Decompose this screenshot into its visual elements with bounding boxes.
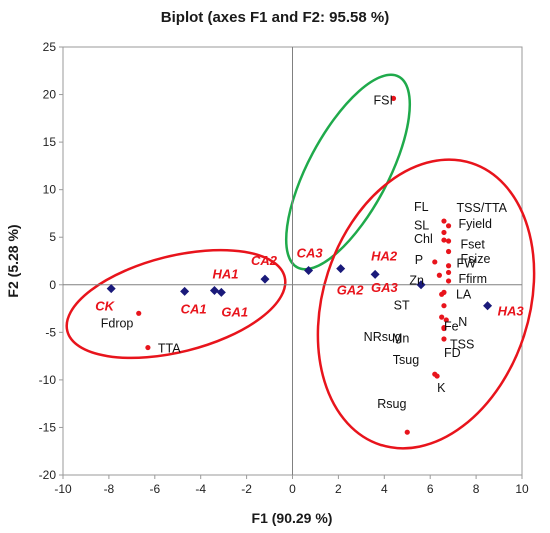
variable-point: [441, 325, 447, 332]
observation-label: GA2: [337, 283, 365, 298]
x-tick-label: -4: [195, 482, 206, 496]
observation-point: [336, 264, 346, 274]
observation-point: [483, 301, 493, 311]
variable-label: Tsug: [393, 353, 419, 367]
variable-label: FW: [457, 256, 477, 270]
y-tick-label: -10: [39, 373, 57, 387]
variable-point: [432, 259, 438, 265]
variable-point: [445, 223, 452, 229]
variable-label: Zn: [409, 273, 424, 287]
variable-point: [441, 336, 447, 342]
observation-point: [304, 266, 314, 276]
variable-label: FL: [414, 200, 429, 214]
variable-label: TSS: [450, 338, 474, 352]
y-tick-label: -5: [45, 325, 56, 339]
x-tick-label: 10: [515, 482, 529, 496]
variable-label: P: [415, 253, 423, 267]
variable-point: [436, 272, 442, 278]
x-tick-label: -10: [54, 482, 72, 496]
variable-point: [439, 314, 445, 320]
variable-label: Fsize: [461, 252, 491, 266]
observation-label: GA1: [221, 304, 248, 319]
x-tick-label: -8: [104, 482, 115, 496]
variable-point: [445, 278, 452, 284]
variable-label: Fyield: [459, 217, 492, 231]
group-ellipse: [316, 158, 536, 450]
variable-point: [136, 310, 142, 316]
variable-label: ST: [394, 298, 410, 312]
chart-title: Biplot (axes F1 and F2: 95.58 %): [161, 9, 389, 26]
y-tick-label: 5: [49, 230, 56, 244]
variable-label: LA: [456, 287, 472, 301]
variable-point: [441, 229, 447, 236]
variable-point: [390, 95, 397, 101]
variable-point: [445, 238, 452, 244]
variable-point: [441, 303, 447, 309]
y-tick-label: 0: [49, 278, 56, 292]
observation-label: HA2: [371, 248, 398, 263]
x-tick-label: 6: [427, 482, 434, 496]
variable-point: [445, 269, 452, 276]
variable-label: K: [437, 381, 446, 395]
y-tick-label: 10: [43, 183, 57, 197]
variable-point: [441, 218, 447, 224]
variable-label: FD: [444, 346, 461, 360]
variable-label: Fdrop: [101, 316, 134, 330]
y-tick-label: -15: [39, 420, 57, 434]
x-tick-label: -2: [241, 482, 252, 496]
variable-point: [441, 237, 447, 243]
variable-point: [439, 291, 445, 297]
variable-point: [434, 373, 440, 379]
observation-label: CA2: [251, 253, 278, 268]
variable-point: [443, 317, 449, 323]
observation-point: [370, 269, 380, 279]
observation-label: CA1: [181, 301, 207, 316]
variable-label: NRsug: [364, 330, 402, 344]
y-axis-title: F2 (5.28 %): [5, 224, 21, 297]
observation-point: [180, 286, 190, 296]
observation-label: HA3: [498, 304, 525, 319]
observation-label: CK: [95, 299, 115, 314]
y-tick-label: 20: [43, 88, 57, 102]
variable-label: Ffirm: [459, 272, 487, 286]
x-tick-label: 8: [473, 482, 480, 496]
variable-label: Fset: [461, 237, 486, 251]
variable-label: N: [458, 315, 467, 329]
x-tick-label: -6: [149, 482, 160, 496]
variable-label: TTA: [158, 342, 181, 356]
y-tick-label: 25: [43, 40, 57, 54]
observation-label: GA3: [371, 280, 399, 295]
variable-label: TSS/TTA: [457, 201, 508, 215]
variable-point: [145, 344, 151, 351]
variable-label: Chl: [414, 232, 433, 246]
observation-point: [216, 287, 226, 297]
y-tick-label: 15: [43, 135, 57, 149]
group-ellipse: [65, 248, 287, 360]
x-axis-title: F1 (90.29 %): [252, 510, 333, 526]
x-tick-label: 4: [381, 482, 388, 496]
variable-point: [445, 263, 452, 269]
variable-label: FSI: [373, 93, 392, 107]
observation-point: [416, 280, 426, 290]
variable-label: Rsug: [377, 397, 406, 411]
observation-point: [106, 284, 116, 294]
observation-label: HA1: [212, 266, 238, 281]
variable-label: SL: [414, 218, 429, 232]
variable-point: [445, 248, 452, 255]
variable-label: Fe: [444, 320, 459, 334]
y-tick-label: -20: [39, 468, 57, 482]
observation-point: [209, 285, 219, 295]
group-ellipse: [284, 73, 412, 271]
x-tick-label: 2: [335, 482, 342, 496]
observation-point: [260, 274, 270, 284]
x-tick-label: 0: [289, 482, 296, 496]
variable-point: [404, 429, 410, 435]
observation-label: CA3: [297, 246, 324, 261]
variable-label: Mn: [392, 332, 409, 346]
